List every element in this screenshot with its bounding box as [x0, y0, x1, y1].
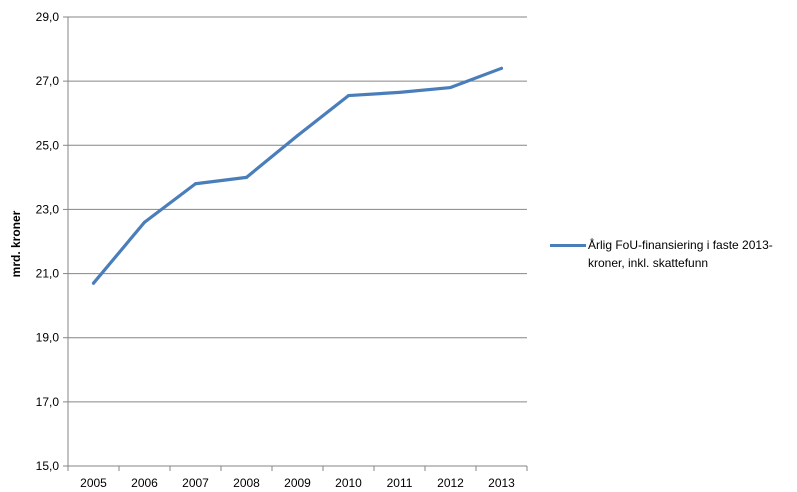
y-tick-label: 15,0 — [36, 459, 60, 473]
x-tick-label: 2010 — [335, 476, 362, 490]
y-axis-label: mrd. kroner — [9, 210, 23, 277]
legend-swatch — [550, 244, 586, 247]
x-tick-label: 2005 — [80, 476, 107, 490]
series-line — [91, 66, 504, 285]
x-tick-label: 2008 — [233, 476, 260, 490]
data-point — [92, 281, 95, 285]
y-tick-labels: 15,0 17,0 19,0 21,0 23,0 25,0 27,0 29,0 — [36, 10, 60, 473]
data-point — [296, 134, 299, 138]
x-tick-label: 2012 — [437, 476, 464, 490]
gridlines — [68, 16, 527, 403]
data-point — [347, 94, 350, 98]
data-point — [449, 86, 452, 90]
x-tick-label: 2011 — [387, 476, 413, 490]
data-point — [398, 90, 401, 94]
x-tick-label: 2006 — [131, 476, 158, 490]
axes — [63, 16, 528, 471]
y-tick-label: 17,0 — [36, 395, 60, 409]
x-tick-labels: 2005 2006 2007 2008 2009 2010 2011 2012 2013 — [80, 476, 515, 490]
y-tick-label: 27,0 — [36, 74, 60, 88]
y-tick-label: 21,0 — [36, 267, 60, 281]
y-tick-label: 19,0 — [36, 331, 60, 345]
legend-label: Årlig FoU-finansiering i faste 2013-kron… — [588, 238, 773, 270]
x-tick-label: 2013 — [488, 476, 515, 490]
data-point — [500, 66, 503, 70]
y-tick-label: 23,0 — [36, 202, 60, 216]
x-tick-label: 2007 — [182, 476, 209, 490]
y-tick-label: 25,0 — [36, 138, 60, 152]
data-point — [143, 220, 146, 224]
data-point — [245, 175, 248, 179]
x-tick-label: 2009 — [284, 476, 311, 490]
data-point — [194, 182, 197, 186]
legend: Årlig FoU-finansiering i faste 2013-kron… — [550, 236, 795, 272]
series-lines — [91, 66, 504, 285]
y-tick-label: 29,0 — [36, 10, 60, 24]
